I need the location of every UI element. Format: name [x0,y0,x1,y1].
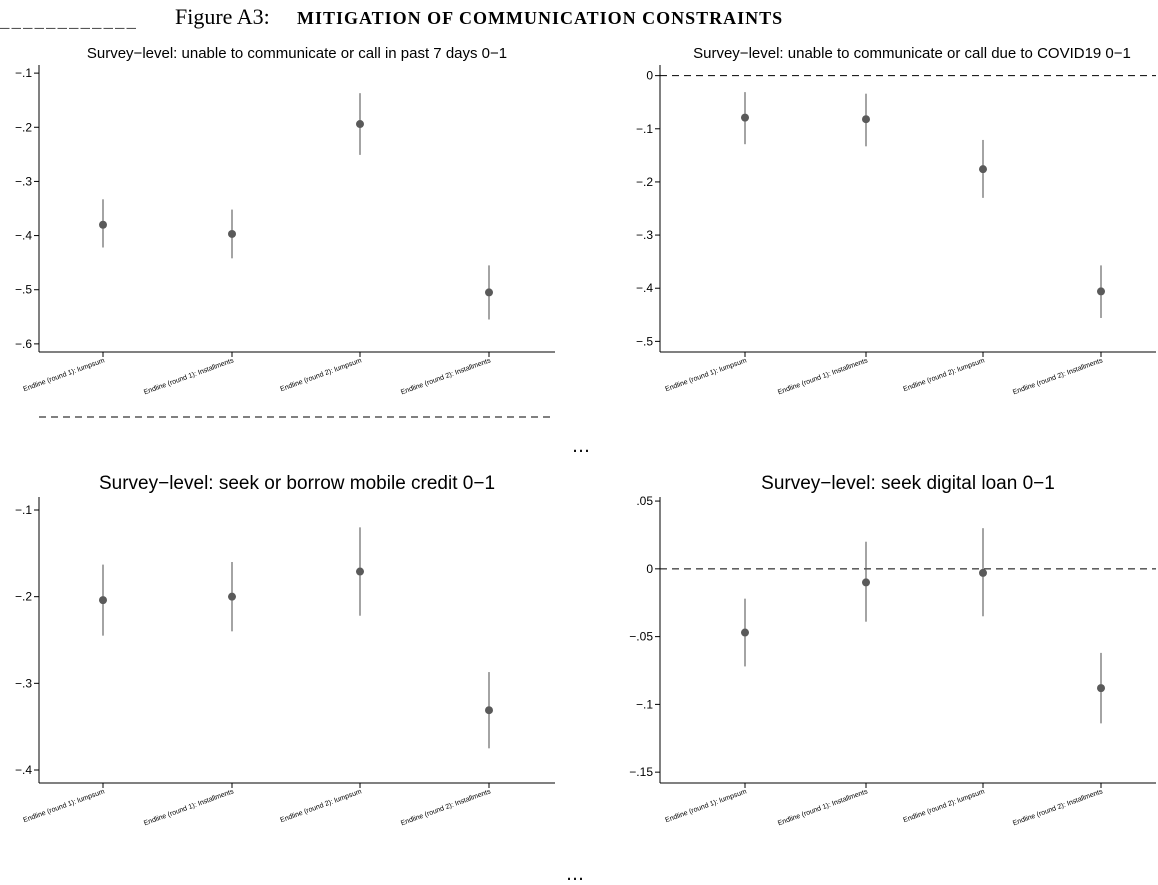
x-tick-label: Endline (round 2): Installments [1012,357,1104,396]
x-tick-label: Endline (round 2): Installments [1012,788,1104,827]
x-tick-label: Endline (round 1): Installments [143,788,235,827]
point-estimate [862,578,870,587]
chart-panel-3: Survey−level: seek or borrow mobile cred… [15,473,555,827]
figure-caption-prefix: Figure A3: [175,4,270,29]
point-estimate [979,568,987,577]
y-tick-label: .05 [636,494,653,508]
y-tick-label: −.3 [636,228,653,242]
y-tick-label: 0 [646,69,653,83]
continuation-ellipsis: … [566,864,584,885]
y-tick-label: −.2 [15,590,32,604]
chart-panel-2: Survey−level: unable to communicate or c… [636,45,1156,396]
x-tick-label: Endline (round 2): Installments [400,788,492,827]
chart-title: Survey−level: seek or borrow mobile cred… [99,473,495,494]
x-tick-label: Endline (round 1): Installments [143,357,235,396]
point-estimate [862,115,870,124]
point-estimate [741,628,749,637]
point-estimate [979,165,987,174]
y-tick-label: −.1 [15,503,32,517]
figure-caption: ____________ Figure A3: MITIGATION OF CO… [0,4,783,29]
figure-caption-title: MITIGATION OF COMMUNICATION CONSTRAINTS [297,8,783,28]
x-tick-label: Endline (round 1): lumpsum [22,357,105,393]
y-tick-label: −.5 [15,283,32,297]
chart-title: Survey−level: unable to communicate or c… [87,45,507,62]
y-tick-label: −.1 [636,122,653,136]
x-tick-label: Endline (round 2): Installments [400,357,492,396]
chart-title: Survey−level: seek digital loan 0−1 [761,473,1055,494]
chart-title: Survey−level: unable to communicate or c… [693,45,1131,62]
y-tick-label: −.4 [636,281,653,295]
x-tick-label: Endline (round 1): Installments [777,788,869,827]
point-estimate [356,120,364,129]
x-tick-label: Endline (round 2): lumpsum [902,788,985,824]
y-tick-label: −.1 [15,66,32,80]
x-tick-label: Endline (round 1): lumpsum [22,788,105,824]
y-tick-label: −.6 [15,337,32,351]
point-estimate [99,220,107,229]
x-tick-label: Endline (round 2): lumpsum [279,788,362,824]
y-tick-label: −.4 [15,763,32,777]
point-estimate [1097,684,1105,693]
x-tick-label: Endline (round 2): lumpsum [279,357,362,393]
point-estimate [99,596,107,605]
chart-panel-1: Survey−level: unable to communicate or c… [15,45,555,418]
chart-panel-4: Survey−level: seek digital loan 0−1 .05 0 −… [629,473,1156,827]
x-tick-label: Endline (round 1): Installments [777,357,869,396]
y-tick-label: −.2 [15,120,32,134]
y-tick-label: −.3 [15,174,32,188]
y-tick-label: −.05 [629,630,653,644]
point-estimate [356,567,364,576]
x-tick-label: Endline (round 2): lumpsum [902,357,985,393]
point-estimate [741,113,749,122]
y-tick-label: −.4 [15,229,32,243]
x-tick-label: Endline (round 1): lumpsum [664,788,747,824]
continuation-ellipsis: … [572,436,590,457]
point-estimate [485,706,493,715]
x-tick-label: Endline (round 1): lumpsum [664,357,747,393]
y-tick-label: −.3 [15,676,32,690]
y-tick-label: −.5 [636,334,653,348]
svg-text:____________: ____________ [0,7,138,29]
y-tick-label: 0 [646,562,653,576]
point-estimate [485,288,493,297]
y-tick-label: −.2 [636,175,653,189]
point-estimate [228,229,236,238]
y-tick-label: −.1 [636,697,653,711]
y-tick-label: −.15 [629,765,653,779]
point-estimate [1097,287,1105,296]
point-estimate [228,592,236,601]
